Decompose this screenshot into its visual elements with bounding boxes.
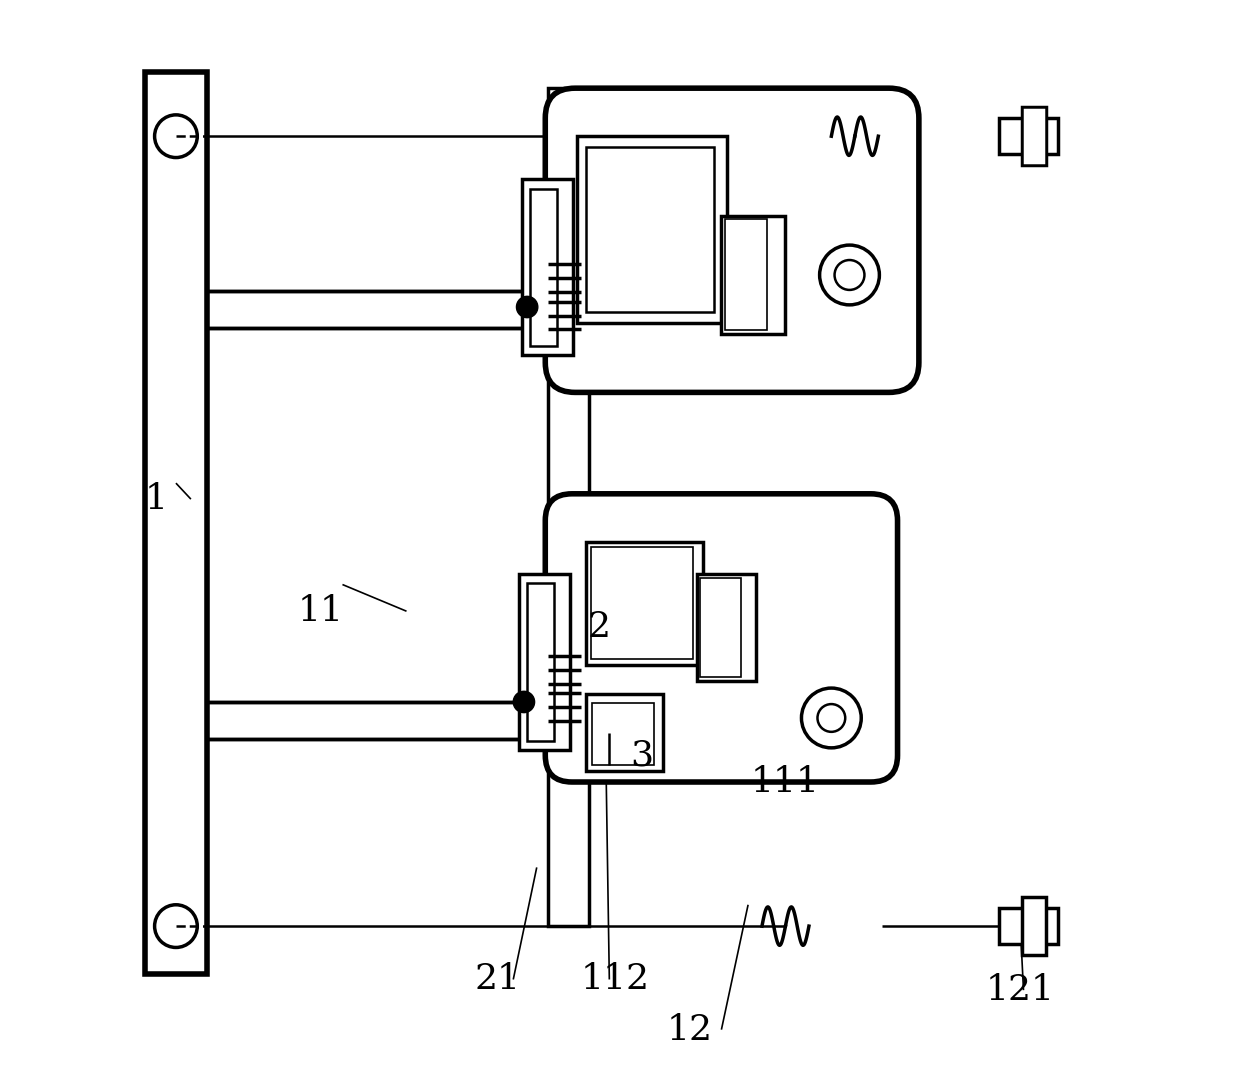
Bar — [591, 547, 693, 659]
Bar — [578, 136, 727, 323]
Text: 112: 112 — [580, 962, 650, 997]
Text: 1: 1 — [144, 482, 167, 516]
Bar — [1023, 107, 1045, 165]
Bar — [999, 118, 1058, 155]
Bar — [527, 584, 554, 741]
Bar — [548, 88, 589, 926]
Text: 12: 12 — [666, 1013, 713, 1046]
Circle shape — [513, 691, 534, 712]
Bar — [518, 574, 570, 750]
Text: 121: 121 — [986, 973, 1055, 1008]
FancyBboxPatch shape — [546, 88, 919, 393]
Text: 3: 3 — [630, 738, 653, 773]
Bar — [145, 72, 207, 974]
Text: 111: 111 — [751, 765, 820, 799]
Bar — [697, 574, 755, 680]
Bar — [585, 694, 662, 771]
Bar — [593, 703, 655, 765]
Text: 21: 21 — [474, 962, 521, 997]
Text: 11: 11 — [298, 594, 345, 628]
Bar — [585, 147, 714, 312]
Bar — [522, 179, 573, 355]
FancyBboxPatch shape — [546, 494, 898, 782]
Bar — [701, 578, 740, 677]
Bar — [1023, 107, 1045, 165]
Bar — [722, 217, 785, 334]
Text: 2: 2 — [588, 611, 610, 644]
Bar — [531, 189, 557, 347]
Bar — [585, 542, 703, 664]
Bar — [1023, 897, 1045, 955]
Bar — [724, 220, 768, 330]
Circle shape — [516, 296, 538, 318]
Bar — [999, 908, 1058, 944]
